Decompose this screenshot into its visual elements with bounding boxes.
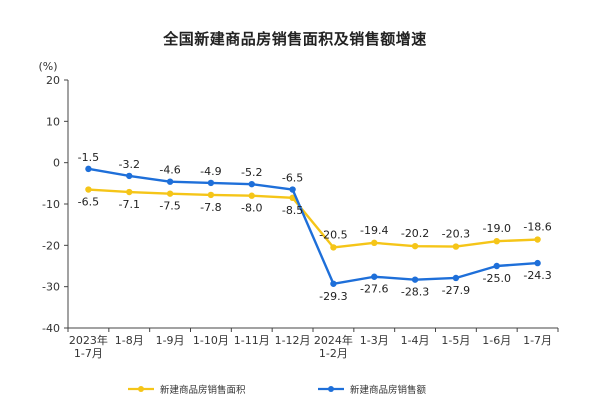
series-layer: -6.5 -7.1 -7.5 -7.8 -8.0 -8.5-20.5 -19.4 -20.2-… xyxy=(78,151,552,303)
data-label: -5.2 xyxy=(241,166,262,179)
data-label: -4.6 xyxy=(159,164,180,177)
data-point xyxy=(493,262,500,270)
chart-title: 全国新建商品房销售面积及销售额增速 xyxy=(163,30,427,48)
x-tick-label: 1-12月 xyxy=(275,334,311,347)
data-label: -1.5 xyxy=(78,151,99,164)
data-label: -7.1 xyxy=(119,198,140,211)
x-tick-label: 1-9月 xyxy=(156,334,185,347)
data-point xyxy=(330,280,337,287)
legend-marker xyxy=(138,386,144,392)
data-label: -6.5 xyxy=(78,196,99,209)
data-point xyxy=(248,180,255,188)
x-tick-label: 1-4月 xyxy=(401,334,430,347)
legend: 新建商品房销售面积 新建商品房销售额 xyxy=(128,384,427,396)
series-line xyxy=(88,188,538,249)
x-tick-label: 1-5月 xyxy=(441,334,470,347)
data-label: -19.4 xyxy=(360,224,388,237)
data-label: -19.0 xyxy=(483,222,511,235)
data-label: -7.5 xyxy=(159,200,180,213)
data-point xyxy=(452,243,460,250)
legend-item: 新建商品房销售面积 xyxy=(128,384,246,396)
legend-item: 新建商品房销售额 xyxy=(318,384,427,396)
data-label: -28.3 xyxy=(401,286,429,299)
data-point xyxy=(207,191,215,199)
axes: (%)20 10 0 -10 -20 -30 -40 2023年 1-7月 1-8月 1-9月 1-1… xyxy=(38,60,559,360)
y-tick-label: 0 xyxy=(53,157,60,170)
data-point xyxy=(85,186,92,193)
data-point xyxy=(534,236,541,243)
data-label: -24.3 xyxy=(523,269,551,282)
data-point xyxy=(493,238,500,245)
data-point xyxy=(411,276,419,283)
legend-label: 新建商品房销售额 xyxy=(350,384,427,396)
series-2 xyxy=(85,165,541,287)
data-label: -20.2 xyxy=(401,227,429,240)
data-label: -18.6 xyxy=(523,221,551,234)
data-label: -25.0 xyxy=(483,272,511,285)
y-tick-label: -10 xyxy=(42,198,60,211)
data-point xyxy=(166,190,174,197)
legend-label: 新建商品房销售面积 xyxy=(160,384,246,396)
data-label: -6.5 xyxy=(282,172,303,185)
x-tick-label: 1-7月 xyxy=(523,334,552,347)
y-axis-unit-label: (%) xyxy=(38,60,57,73)
data-label: -8.5 xyxy=(282,204,303,217)
data-point xyxy=(371,273,378,280)
x-tick-label: 2024年 1-2月 xyxy=(314,333,353,360)
data-point xyxy=(166,178,174,185)
data-point xyxy=(330,244,337,251)
data-point xyxy=(85,165,92,173)
data-label: -20.5 xyxy=(319,228,347,241)
data-point xyxy=(248,192,255,199)
data-point xyxy=(126,172,133,180)
data-label: -4.9 xyxy=(200,165,221,178)
y-tick-label: 20 xyxy=(46,74,60,87)
data-label: -27.9 xyxy=(442,284,470,297)
data-point xyxy=(371,239,378,247)
data-label: -20.3 xyxy=(442,228,470,241)
x-tick-label: 1-3月 xyxy=(360,334,389,347)
x-tick-label: 2023年 1-7月 xyxy=(69,333,108,360)
data-label: -27.6 xyxy=(360,283,388,296)
data-label: -7.8 xyxy=(200,201,221,214)
y-tick-label: 10 xyxy=(46,115,60,128)
series-1 xyxy=(85,186,541,251)
x-tick-label: 1-11月 xyxy=(234,334,270,347)
series-line xyxy=(88,167,538,285)
x-tick-label: 1-6月 xyxy=(482,334,511,347)
y-tick-label: -20 xyxy=(42,239,60,252)
x-tick-label: 1-10月 xyxy=(193,334,229,347)
x-tick-label: 1-8月 xyxy=(115,334,144,347)
data-label: -29.3 xyxy=(319,290,347,303)
y-tick-label: -40 xyxy=(42,322,60,335)
legend-marker xyxy=(328,386,334,392)
data-label: -3.2 xyxy=(119,158,140,171)
y-tick-label: -30 xyxy=(42,281,60,294)
data-point xyxy=(411,242,419,250)
data-point xyxy=(289,186,296,193)
data-point xyxy=(452,274,460,282)
data-point xyxy=(534,259,541,267)
data-point xyxy=(207,179,215,187)
data-label: -8.0 xyxy=(241,202,262,215)
data-point xyxy=(126,188,133,196)
